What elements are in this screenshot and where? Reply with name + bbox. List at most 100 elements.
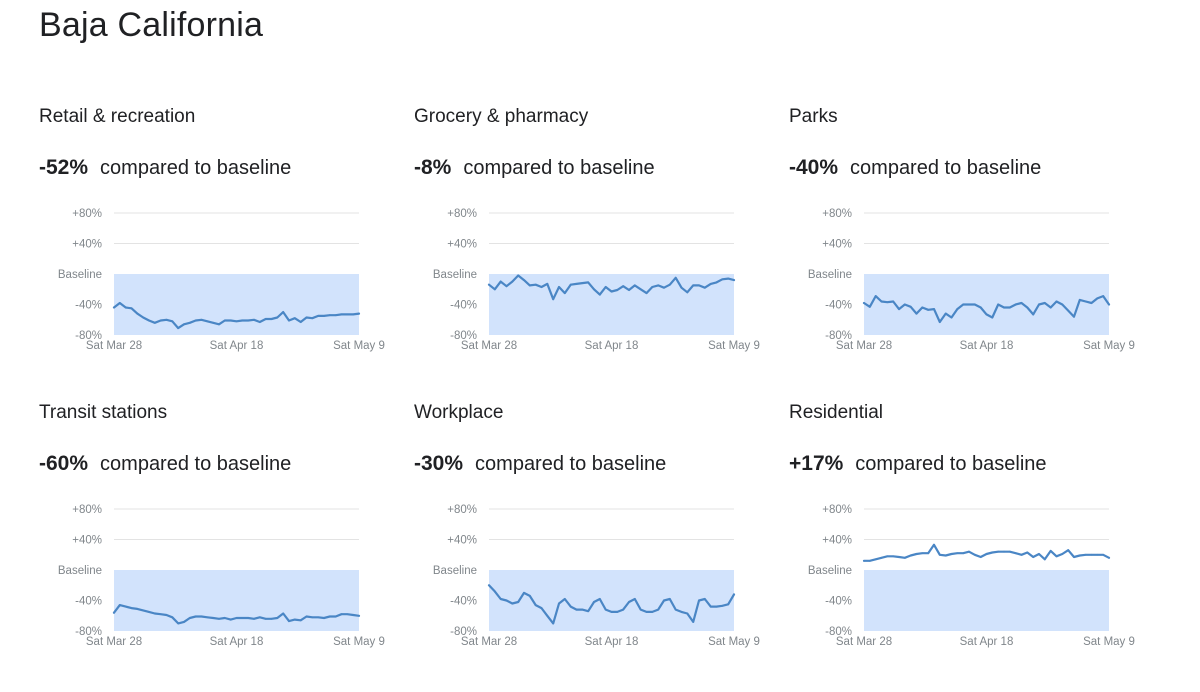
- data-point: [610, 290, 613, 293]
- data-point: [253, 617, 255, 620]
- summary-text: compared to baseline: [850, 157, 1042, 179]
- data-point: [183, 620, 185, 623]
- data-point: [299, 619, 302, 622]
- data-point: [528, 284, 531, 287]
- data-point: [212, 321, 215, 324]
- data-point: [552, 622, 555, 625]
- x-tick-label: Sat Mar 28: [836, 636, 892, 648]
- data-point: [334, 314, 337, 317]
- data-point: [558, 286, 560, 288]
- data-point: [113, 306, 115, 309]
- y-tick-label: +40%: [822, 239, 852, 251]
- data-point: [1090, 553, 1093, 556]
- data-point: [305, 615, 308, 618]
- data-point: [874, 558, 877, 561]
- data-point: [663, 599, 665, 602]
- data-point: [1008, 550, 1011, 553]
- data-point: [200, 318, 203, 321]
- data-point: [962, 303, 965, 306]
- data-point: [293, 317, 296, 320]
- data-point: [340, 313, 343, 316]
- series-line: [862, 543, 1111, 562]
- chart-retail-recreation: +80% +40% Baseline -40% -80%Sat Mar 28 Sat Ap…: [58, 208, 385, 352]
- data-point: [218, 323, 220, 326]
- data-point: [886, 301, 889, 304]
- data-point: [1096, 553, 1099, 556]
- data-point: [1055, 300, 1058, 303]
- summary-value: -30%: [414, 452, 464, 475]
- data-point: [200, 615, 203, 618]
- x-tick-label: Sat Apr 18: [210, 340, 264, 352]
- data-point: [194, 319, 197, 322]
- data-point: [1084, 300, 1087, 303]
- data-point: [206, 616, 209, 619]
- data-point: [493, 590, 496, 593]
- data-point: [979, 306, 982, 309]
- x-tick-label: Sat May 9: [333, 340, 385, 352]
- y-tick-label: +80%: [72, 504, 102, 516]
- data-point: [1003, 306, 1005, 309]
- data-point: [569, 283, 572, 286]
- data-point: [968, 550, 970, 553]
- y-tick-label: +80%: [447, 208, 477, 220]
- data-point: [1108, 556, 1110, 559]
- chart-parks: +80% +40% Baseline -40% -80%Sat Mar 28 Sat Ap…: [808, 208, 1135, 352]
- data-point: [651, 611, 654, 613]
- data-point: [628, 601, 630, 603]
- data-point: [323, 617, 325, 619]
- data-point: [1055, 555, 1058, 558]
- panel-title: Residential: [789, 402, 883, 423]
- panel-grocery-pharmacy: Grocery & pharmacy -8% compared to baseli…: [414, 106, 789, 396]
- y-tick-label: -80%: [75, 330, 102, 342]
- data-point: [1061, 553, 1064, 555]
- data-point: [733, 593, 735, 596]
- data-point: [142, 316, 145, 319]
- data-point: [558, 602, 560, 605]
- baseline-band: [114, 274, 359, 335]
- data-point: [1026, 306, 1029, 309]
- panel-transit-stations: Transit stations -60% compared to baselin…: [39, 402, 414, 692]
- data-point: [1067, 549, 1070, 552]
- data-point: [639, 288, 642, 291]
- data-point: [130, 607, 133, 610]
- data-point: [136, 607, 139, 610]
- data-point: [1096, 297, 1099, 300]
- data-point: [505, 285, 508, 288]
- data-point: [288, 319, 290, 322]
- y-tick-label: +40%: [72, 535, 102, 547]
- data-point: [528, 595, 531, 597]
- summary-value: -52%: [39, 156, 89, 179]
- data-point: [317, 315, 320, 317]
- y-tick-label: -40%: [825, 596, 852, 608]
- data-point: [622, 285, 625, 288]
- chart-residential: +80% +40% Baseline -40% -80%Sat Mar 28 Sat Ap…: [808, 504, 1135, 648]
- data-point: [258, 321, 261, 323]
- data-point: [247, 319, 250, 322]
- data-point: [1049, 306, 1052, 309]
- data-point: [188, 321, 191, 324]
- data-point: [1003, 550, 1005, 553]
- panel-title: Retail & recreation: [39, 106, 196, 127]
- data-point: [674, 276, 677, 279]
- data-point: [1026, 551, 1029, 554]
- chart-workplace: +80% +40% Baseline -40% -80%Sat Mar 28 Sat Ap…: [433, 504, 760, 648]
- panel-parks: Parks -40% compared to baseline +80% +40% B…: [789, 106, 1164, 396]
- data-point: [1102, 295, 1105, 298]
- data-point: [229, 618, 232, 621]
- data-point: [680, 286, 683, 289]
- data-point: [587, 610, 590, 613]
- data-point: [880, 556, 883, 559]
- data-point: [703, 598, 706, 600]
- y-tick-label: -40%: [75, 300, 102, 312]
- data-point: [956, 308, 959, 310]
- data-point: [270, 617, 273, 620]
- data-point: [604, 286, 607, 288]
- data-point: [927, 552, 930, 555]
- data-point: [985, 553, 988, 555]
- y-tick-label: -40%: [450, 300, 477, 312]
- data-point: [991, 316, 994, 319]
- data-point: [340, 613, 343, 616]
- data-point: [1067, 309, 1070, 312]
- baseline-band: [114, 570, 359, 631]
- data-point: [253, 318, 255, 321]
